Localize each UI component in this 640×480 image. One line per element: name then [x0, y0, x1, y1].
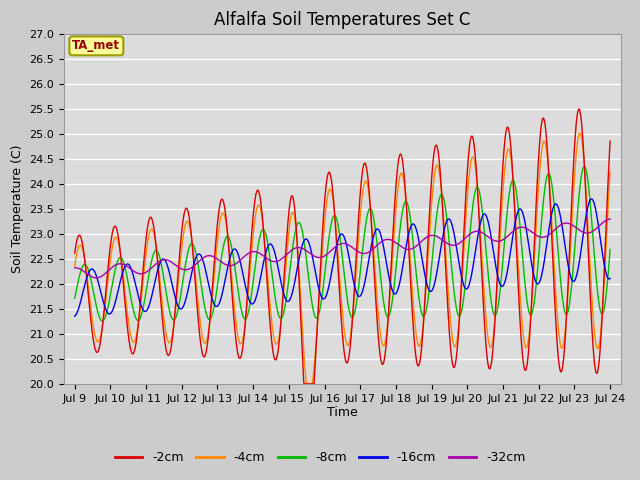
Title: Alfalfa Soil Temperatures Set C: Alfalfa Soil Temperatures Set C: [214, 11, 470, 29]
X-axis label: Time: Time: [327, 407, 358, 420]
Legend: -2cm, -4cm, -8cm, -16cm, -32cm: -2cm, -4cm, -8cm, -16cm, -32cm: [109, 446, 531, 469]
Text: TA_met: TA_met: [72, 39, 120, 52]
Y-axis label: Soil Temperature (C): Soil Temperature (C): [11, 144, 24, 273]
